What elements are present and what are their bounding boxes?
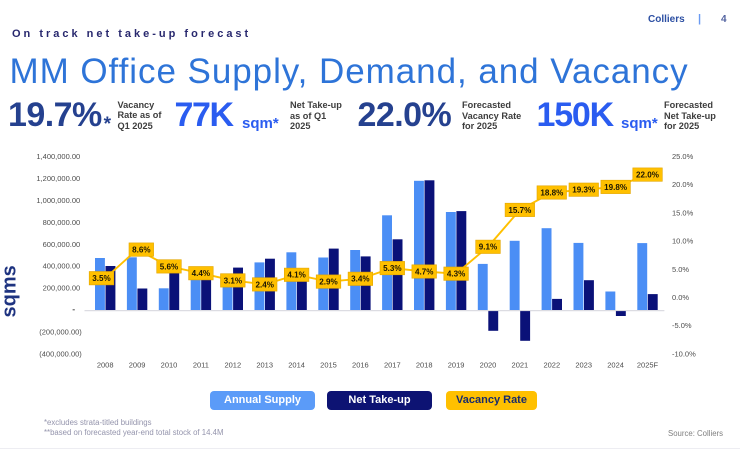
svg-text:3.4%: 3.4%: [351, 275, 369, 284]
svg-text:1,200,000.00: 1,200,000.00: [36, 174, 80, 183]
svg-text:2.4%: 2.4%: [255, 280, 273, 289]
svg-text:19.3%: 19.3%: [572, 186, 595, 195]
svg-text:1,000,000.00: 1,000,000.00: [36, 196, 80, 205]
svg-text:3.5%: 3.5%: [92, 274, 110, 283]
svg-text:2024: 2024: [607, 360, 624, 369]
svg-text:800,000.00: 800,000.00: [43, 218, 81, 227]
svg-text:2012: 2012: [224, 360, 241, 369]
svg-text:2015: 2015: [320, 360, 337, 369]
svg-text:2021: 2021: [512, 360, 529, 369]
svg-text:2017: 2017: [384, 360, 401, 369]
svg-text:5.0%: 5.0%: [672, 265, 689, 274]
svg-text:-5.0%: -5.0%: [672, 321, 692, 330]
svg-text:2009: 2009: [129, 360, 146, 369]
svg-text:25.0%: 25.0%: [672, 152, 694, 161]
svg-text:(200,000.00): (200,000.00): [39, 328, 82, 337]
svg-text:2013: 2013: [256, 360, 273, 369]
svg-text:15.0%: 15.0%: [672, 208, 694, 217]
svg-text:4.4%: 4.4%: [192, 269, 210, 278]
svg-text:600,000.00: 600,000.00: [43, 240, 81, 249]
svg-text:2008: 2008: [97, 360, 114, 369]
svg-text:18.8%: 18.8%: [540, 188, 563, 197]
svg-text:0.0%: 0.0%: [672, 293, 689, 302]
svg-text:2018: 2018: [416, 360, 433, 369]
svg-text:2.9%: 2.9%: [319, 278, 337, 287]
svg-text:20.0%: 20.0%: [672, 180, 694, 189]
svg-text:8.6%: 8.6%: [132, 246, 150, 255]
svg-text:2016: 2016: [352, 360, 369, 369]
svg-text:400,000.00: 400,000.00: [43, 262, 81, 271]
svg-text:(400,000.00): (400,000.00): [39, 350, 82, 359]
svg-text:2014: 2014: [288, 360, 305, 369]
svg-text:3.1%: 3.1%: [224, 276, 242, 285]
svg-text:2025F: 2025F: [637, 360, 659, 369]
svg-text:22.0%: 22.0%: [636, 171, 659, 180]
svg-text:2023: 2023: [575, 360, 592, 369]
svg-text:5.6%: 5.6%: [160, 262, 178, 271]
svg-text:10.0%: 10.0%: [672, 237, 694, 246]
svg-text:4.1%: 4.1%: [287, 271, 305, 280]
svg-text:4.7%: 4.7%: [415, 267, 433, 276]
svg-text:15.7%: 15.7%: [508, 206, 531, 215]
svg-text:9.1%: 9.1%: [479, 243, 497, 252]
svg-text:-10.0%: -10.0%: [672, 349, 696, 358]
svg-text:5.3%: 5.3%: [383, 264, 401, 273]
svg-text:200,000.00: 200,000.00: [43, 284, 81, 293]
svg-text:4.3%: 4.3%: [447, 270, 465, 279]
svg-text:2010: 2010: [161, 360, 178, 369]
svg-text:19.8%: 19.8%: [604, 183, 627, 192]
svg-text:2019: 2019: [448, 360, 465, 369]
svg-text:2022: 2022: [543, 360, 560, 369]
svg-text:2011: 2011: [193, 360, 209, 369]
svg-text:1,400,000.00: 1,400,000.00: [36, 152, 80, 161]
svg-text:2020: 2020: [480, 360, 497, 369]
